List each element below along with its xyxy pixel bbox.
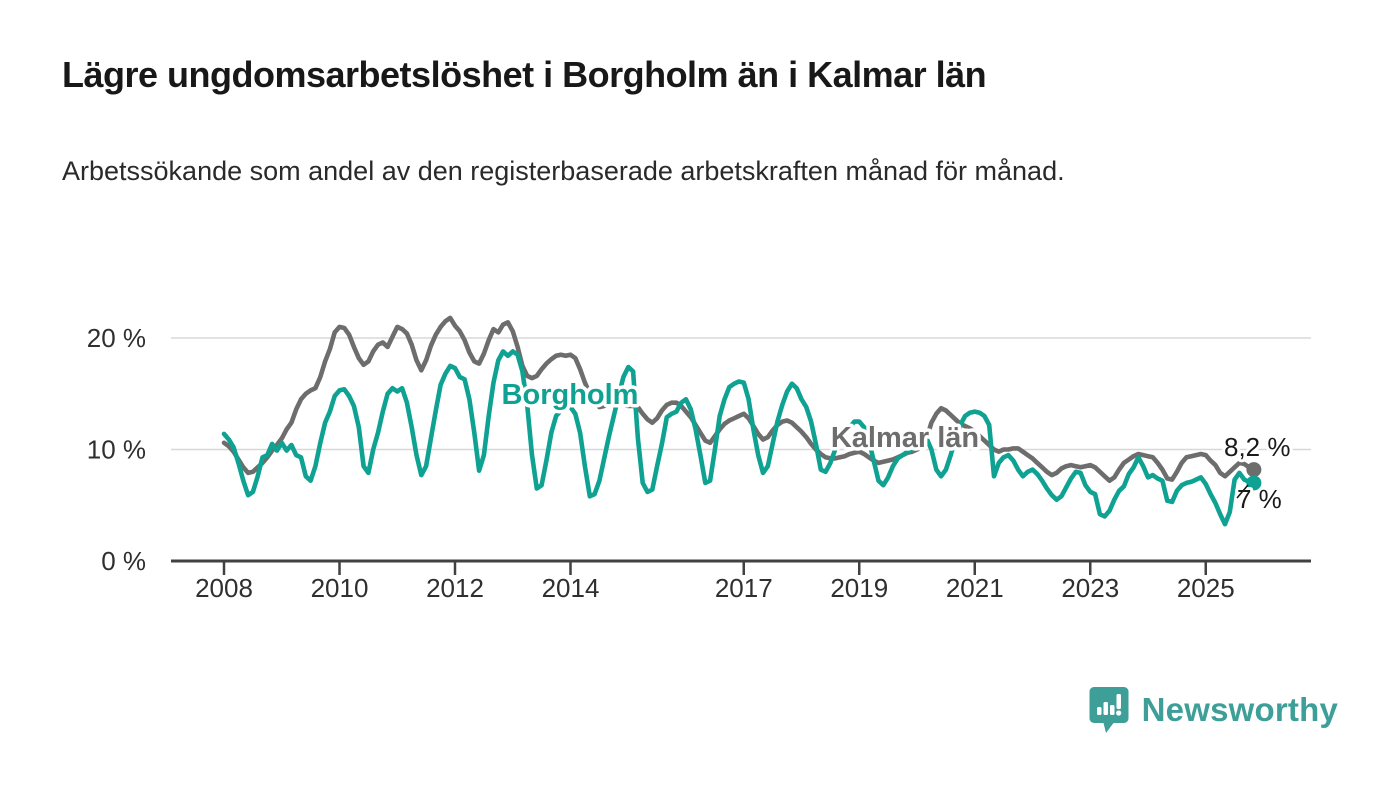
x-tick-label-2025: 2025 [1177,573,1235,603]
end-value-label-kalmar-län: 8,2 % [1224,432,1291,462]
line-borgholm [221,349,1257,527]
bar-chart-speech-bubble-icon [1089,687,1129,733]
x-tick-label-2023: 2023 [1061,573,1119,603]
gridlines [171,337,1311,451]
end-value-label-borgholm: 7 % [1237,484,1282,514]
x-axis: 2008 2010 2012 2014 2017 2019 2021 2023 2025 0 % 1… [87,323,1311,603]
y-tick-label-10: 10 % [87,435,146,465]
x-tick-label-2014: 2014 [542,573,600,603]
x-tick-label-2019: 2019 [830,573,888,603]
y-tick-label-0: 0 % [101,546,146,576]
end-dot-borgholm [1246,475,1262,491]
x-tick-label-2010: 2010 [311,573,369,603]
x-tick-label-2012: 2012 [426,573,484,603]
newsworthy-logo: Newsworthy [1089,686,1338,734]
newsworthy-wordmark: Newsworthy [1141,691,1338,728]
leader-line-borgholm [1236,484,1249,499]
x-tick-label-2008: 2008 [195,573,253,603]
chart-labels: Kalmar län Borgholm 8,2 % 7 % [498,376,1293,518]
series-label-borgholm: Borgholm [502,379,639,411]
end-dot-kalmar-län [1246,462,1262,478]
line-kalmar-län [221,315,1257,484]
x-tick-label-2021: 2021 [946,573,1004,603]
series-label-kalmar-län: Kalmar län [831,422,979,454]
data-series [221,315,1262,527]
page-title: Lägre ungdomsarbetslöshet i Borgholm än … [62,54,987,95]
chart-subtitle: Arbetssökande som andel av den registerb… [62,156,1065,186]
y-tick-label-20: 20 % [87,323,146,353]
x-tick-label-2017: 2017 [715,573,773,603]
